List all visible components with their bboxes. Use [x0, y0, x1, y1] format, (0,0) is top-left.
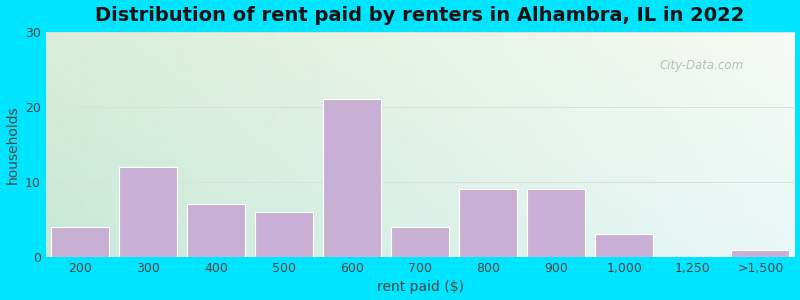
- Bar: [51, 227, 109, 257]
- Bar: [459, 189, 517, 257]
- Bar: [731, 250, 790, 257]
- Title: Distribution of rent paid by renters in Alhambra, IL in 2022: Distribution of rent paid by renters in …: [95, 6, 745, 25]
- Bar: [527, 189, 585, 257]
- X-axis label: rent paid ($): rent paid ($): [377, 280, 464, 294]
- Bar: [187, 204, 245, 257]
- Bar: [391, 227, 449, 257]
- Bar: [119, 167, 177, 257]
- Y-axis label: households: households: [6, 105, 19, 184]
- Text: City-Data.com: City-Data.com: [660, 59, 744, 72]
- Bar: [255, 212, 313, 257]
- Bar: [595, 235, 654, 257]
- Bar: [323, 99, 381, 257]
